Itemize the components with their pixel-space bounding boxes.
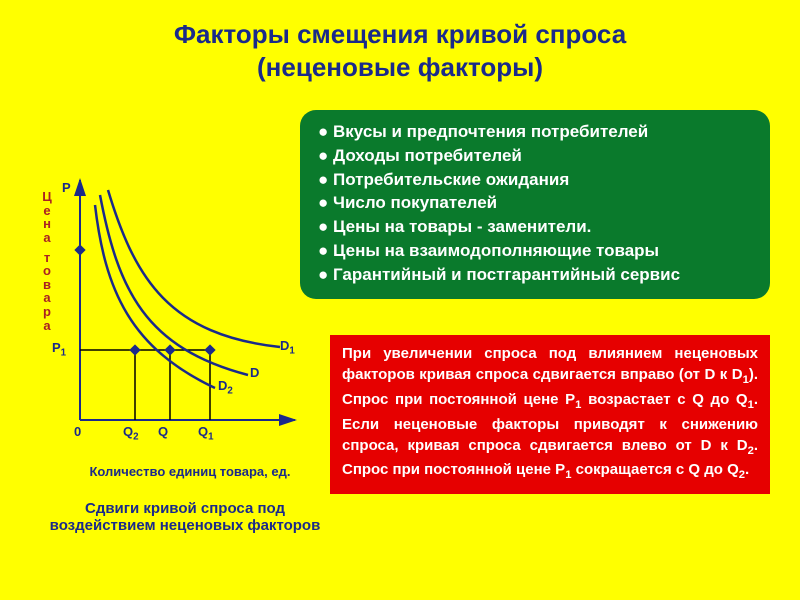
factor-item: Вкусы и предпочтения потребителей [318, 120, 752, 144]
explanation-text: При увеличении спроса под влиянием нецен… [342, 345, 758, 478]
factors-list-box: Вкусы и предпочтения потребителей Доходы… [300, 110, 770, 299]
x-axis-label: Количество единиц товара, ед. [40, 464, 340, 479]
slide-root: Факторы смещения кривой спроса (неценовы… [0, 0, 800, 600]
title-line2: (неценовые факторы) [257, 52, 543, 82]
factor-item: Гарантийный и постгарантийный сервис [318, 263, 752, 287]
y-axis-label: Ценатовара [40, 190, 54, 332]
title-line1: Факторы смещения кривой спроса [174, 19, 626, 49]
demand-chart: Ценатовара P0P1Q2QQ1D2DD1 Количество еди… [40, 170, 340, 500]
factor-item: Потребительские ожидания [318, 168, 752, 192]
svg-text:P: P [62, 180, 71, 195]
chart-svg: P0P1Q2QQ1D2DD1 [40, 170, 310, 460]
page-title: Факторы смещения кривой спроса (неценовы… [30, 18, 770, 83]
factor-item: Цены на товары - заменители. [318, 215, 752, 239]
chart-caption: Сдвиги кривой спроса под воздействием не… [30, 500, 340, 534]
factors-list: Вкусы и предпочтения потребителей Доходы… [318, 120, 752, 287]
factor-item: Цены на взаимодополняющие товары [318, 239, 752, 263]
explanation-box: При увеличении спроса под влиянием нецен… [330, 335, 770, 494]
factor-item: Доходы потребителей [318, 144, 752, 168]
factor-item: Число покупателей [318, 191, 752, 215]
svg-text:0: 0 [74, 424, 81, 439]
